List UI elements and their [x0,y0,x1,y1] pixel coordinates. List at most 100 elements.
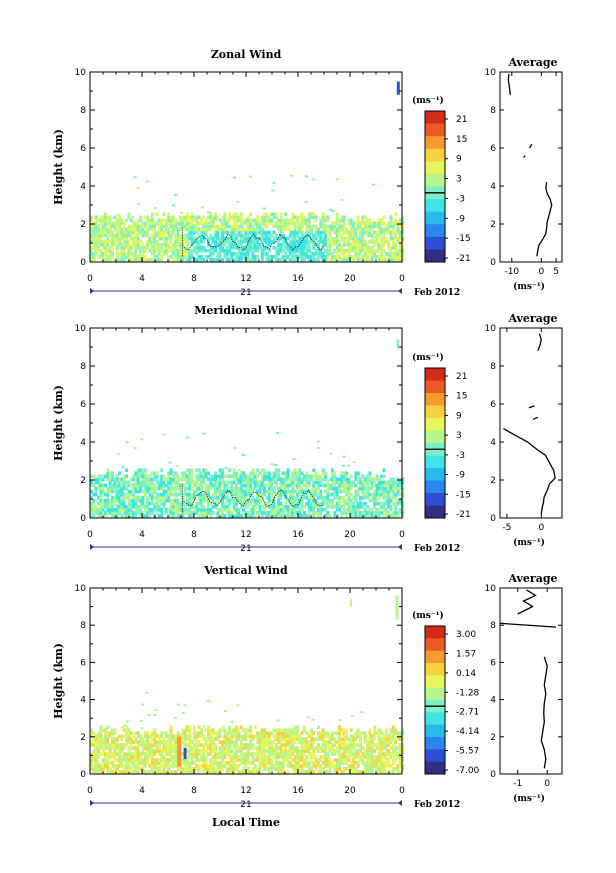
heatmap-cell [134,471,138,476]
heatmap-cell [183,728,187,733]
heatmap-cell [260,514,264,518]
average-y-tick-label: 8 [490,106,496,116]
heatmap-cell [167,492,171,497]
heatmap-cell [354,239,358,244]
heatmap-cell [207,248,210,253]
heatmap-cell [356,734,360,738]
heatmap-cell [316,239,320,244]
heatmap-cell [111,245,114,250]
heatmap-cell [113,507,117,512]
heatmap-cell [94,480,98,485]
heatmap-cell [150,224,154,229]
heatmap-cell [192,510,196,515]
heatmap-cell [324,758,327,762]
heatmap-cell [321,258,325,262]
heatmap-cell [99,215,103,220]
heatmap-cell [195,752,199,756]
heatmap-cell [207,242,210,247]
heatmap-cell [209,245,213,250]
heatmap-cell [394,504,398,509]
heatmap-cell [384,258,388,262]
heatmap-cell [90,728,93,733]
heatmap-cell [384,239,388,244]
heatmap-cell [176,251,180,256]
heatmap-cell [256,489,260,494]
heatmap-cell [122,251,126,256]
heatmap-cell [108,471,112,476]
heatmap-cell [221,767,224,771]
heatmap-cell [316,737,320,741]
heatmap-cell [101,483,105,488]
heatmap-cell [108,507,112,512]
heatmap-cell [160,242,164,247]
heatmap-cell [183,743,187,747]
heatmap-cell [139,743,143,747]
heatmap-cell [129,755,133,759]
heatmap-cell [314,492,318,497]
heatmap-cell [115,510,119,515]
heatmap-cell [263,758,267,762]
heatmap-cell [324,230,327,235]
heatmap-cell [218,483,222,488]
heatmap-cell [368,480,372,485]
heatmap-cell [295,230,299,235]
heatmap-cell [134,749,138,753]
heatmap-cell [279,743,283,747]
heatmap-cell [321,507,325,512]
heatmap-cell [197,758,201,762]
heatmap-cell [398,480,402,485]
heatmap-cell [293,254,297,259]
heatmap-cell [342,489,346,494]
heatmap-cell [209,227,213,232]
heatmap-cell [326,495,330,500]
heatmap-cell [321,212,325,217]
heatmap-cell [232,245,236,250]
heatmap-cell [401,752,405,756]
heatmap-cell [309,239,313,244]
heatmap-cell [99,221,103,226]
heatmap-cell [302,728,306,733]
colorbar-unit-label: (ms⁻¹) [412,95,444,106]
heatmap-cell [242,746,246,750]
heatmap-cell [302,242,306,247]
heatmap-cell [242,471,246,476]
heatmap-cell [111,486,114,491]
heatmap-cell [345,755,348,759]
heatmap-cell [129,492,133,497]
heatmap-cell [249,480,253,485]
heatmap-cell [382,236,386,241]
heatmap-cell [209,242,213,247]
heatmap-cell [101,242,105,247]
heatmap-cell [326,218,330,223]
heatmap-cell [171,477,175,482]
heatmap-cell [263,740,267,744]
heatmap-cell [115,245,119,250]
heatmap-cell [207,764,210,768]
average-x-tick-label: -10 [504,267,519,277]
heatmap-cell [118,752,122,756]
heatmap-cell [293,764,297,768]
x-tick-label: 20 [344,530,356,540]
heatmap-cell [249,236,253,241]
heatmap-cell [352,501,356,506]
heatmap-cell [164,749,168,753]
heatmap-cell [387,501,391,506]
heatmap-cell [106,242,110,247]
average-y-tick-label: 2 [490,220,496,230]
heatmap-cell [120,495,124,500]
heatmap-cell [363,752,367,756]
heatmap-cell [223,480,227,485]
heatmap-cell [263,239,267,244]
heatmap-cell [363,239,367,244]
heatmap-cell [382,480,386,485]
heatmap-cell [153,230,157,235]
heatmap-cell [251,486,255,491]
heatmap-cell [394,749,398,753]
heatmap-cell [368,728,372,733]
heatmap-cell [267,480,271,485]
heatmap-cell [232,734,236,738]
heatmap-cell [286,504,290,509]
heatmap-cell [146,489,150,494]
heatmap-cell [382,239,386,244]
heatmap-cell [286,218,290,223]
